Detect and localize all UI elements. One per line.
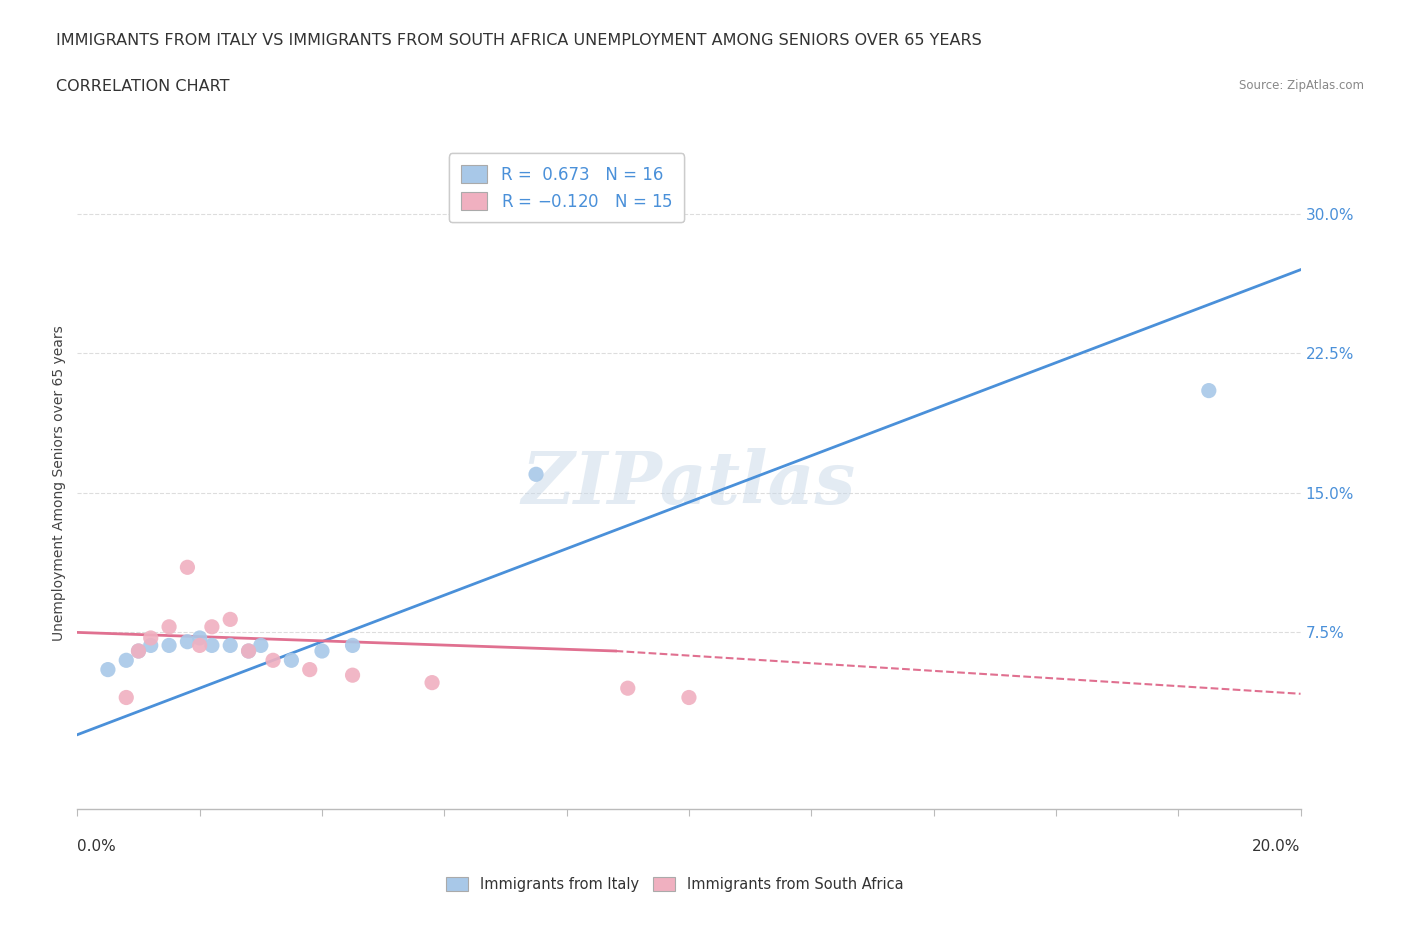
Point bbox=[176, 560, 198, 575]
Legend: Immigrants from Italy, Immigrants from South Africa: Immigrants from Italy, Immigrants from S… bbox=[439, 870, 911, 899]
Point bbox=[280, 653, 302, 668]
Y-axis label: Unemployment Among Seniors over 65 years: Unemployment Among Seniors over 65 years bbox=[52, 326, 66, 642]
Point bbox=[1198, 383, 1220, 398]
Point bbox=[342, 638, 364, 653]
Point bbox=[139, 638, 162, 653]
Text: CORRELATION CHART: CORRELATION CHART bbox=[56, 79, 229, 94]
Text: 0.0%: 0.0% bbox=[77, 839, 117, 854]
Point bbox=[157, 619, 180, 634]
Point bbox=[201, 638, 224, 653]
Text: Source: ZipAtlas.com: Source: ZipAtlas.com bbox=[1239, 79, 1364, 92]
Point bbox=[201, 619, 224, 634]
Point bbox=[115, 690, 138, 705]
Point bbox=[115, 653, 138, 668]
Point bbox=[219, 638, 242, 653]
Point bbox=[524, 467, 547, 482]
Text: ZIPatlas: ZIPatlas bbox=[522, 448, 856, 519]
Point bbox=[250, 638, 273, 653]
Point bbox=[678, 690, 700, 705]
Point bbox=[188, 638, 211, 653]
Point bbox=[617, 681, 640, 696]
Legend: R =  0.673   N = 16, R = $-$0.120   N = 15: R = 0.673 N = 16, R = $-$0.120 N = 15 bbox=[449, 153, 685, 222]
Point bbox=[127, 644, 149, 658]
Point bbox=[238, 644, 260, 658]
Point bbox=[298, 662, 321, 677]
Point bbox=[219, 612, 242, 627]
Point bbox=[157, 638, 180, 653]
Text: IMMIGRANTS FROM ITALY VS IMMIGRANTS FROM SOUTH AFRICA UNEMPLOYMENT AMONG SENIORS: IMMIGRANTS FROM ITALY VS IMMIGRANTS FROM… bbox=[56, 33, 981, 47]
Point bbox=[262, 653, 284, 668]
Point bbox=[139, 631, 162, 645]
Point bbox=[420, 675, 443, 690]
Point bbox=[342, 668, 364, 683]
Point bbox=[188, 631, 211, 645]
Point bbox=[238, 644, 260, 658]
Point bbox=[311, 644, 333, 658]
Text: 20.0%: 20.0% bbox=[1253, 839, 1301, 854]
Point bbox=[176, 634, 198, 649]
Point bbox=[97, 662, 120, 677]
Point bbox=[127, 644, 149, 658]
